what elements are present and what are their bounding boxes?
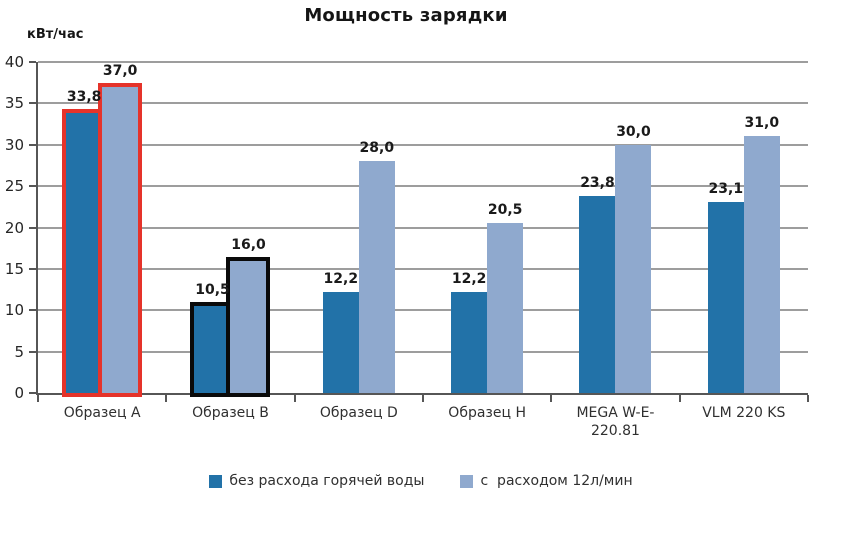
data-label: 10,5 xyxy=(195,282,230,299)
y-tick-label: 20 xyxy=(4,218,24,237)
y-tick-mark xyxy=(29,61,36,63)
data-label: 20,5 xyxy=(487,202,523,219)
legend-item-series2: с расходом 12л/мин xyxy=(460,473,633,489)
gridline xyxy=(38,350,808,353)
x-category-label: Образец D xyxy=(319,405,398,421)
gridline xyxy=(38,102,808,105)
y-tick-label: 5 xyxy=(14,342,24,361)
x-category-label: Образец B xyxy=(192,405,269,421)
gridline xyxy=(38,226,808,229)
data-label: 37,0 xyxy=(102,62,138,79)
gridline xyxy=(38,143,808,146)
x-axis-line xyxy=(36,393,808,395)
gridline xyxy=(38,267,808,270)
y-tick-label: 10 xyxy=(4,301,24,320)
x-tick-mark xyxy=(37,395,39,402)
y-tick-label: 0 xyxy=(14,384,24,402)
bar-series2: 20,5 xyxy=(487,202,524,393)
y-tick-mark xyxy=(29,185,36,188)
x-tick-mark xyxy=(550,395,553,402)
data-label: 33,8 xyxy=(66,89,102,106)
bar-group: 10,5 16,0 xyxy=(166,62,294,397)
y-axis-unit-label: кВт/час xyxy=(27,27,84,42)
y-tick-mark xyxy=(29,392,36,394)
y-tick-mark xyxy=(29,102,36,105)
data-label: 31,0 xyxy=(744,115,780,132)
bar-series1: 12,2 xyxy=(451,271,488,393)
x-category-label: VLM 220 KS xyxy=(702,405,786,421)
x-category-label: Образец A xyxy=(63,405,141,421)
data-label: 23,8 xyxy=(580,175,615,192)
bar-series1: 23,8 xyxy=(579,175,616,393)
bar-groups-container: 33,8 37,0 10,5 16,0 12,2 28,0 12,2 20,5 23,8 30,0… xyxy=(38,62,808,397)
x-category-labels: Образец A Образец B Образец D Образец H MEGA… xyxy=(38,404,808,440)
bar-series1: 23,1 xyxy=(707,181,744,393)
x-tick-mark xyxy=(165,395,168,402)
bar-group: 12,2 20,5 xyxy=(423,62,551,393)
y-tick-label: 40 xyxy=(4,53,24,71)
bar-series1: 12,2 xyxy=(322,271,359,393)
data-label: 28,0 xyxy=(359,140,395,157)
bar-group: 23,8 30,0 xyxy=(551,62,679,393)
y-tick-mark xyxy=(29,309,36,312)
y-tick-label: 30 xyxy=(4,135,24,154)
y-tick-mark xyxy=(29,267,36,270)
legend-label-series1: без расхода горячей воды xyxy=(229,473,425,489)
gridline xyxy=(38,185,808,188)
gridline xyxy=(38,61,808,63)
y-tick-label: 35 xyxy=(4,94,24,113)
bar-series2: 30,0 xyxy=(615,124,652,393)
y-tick-label: 15 xyxy=(4,259,24,278)
x-tick-mark xyxy=(422,395,424,402)
y-tick-label: 25 xyxy=(4,177,24,196)
y-tick-mark xyxy=(29,350,36,353)
y-tick-mark xyxy=(29,226,36,229)
series1-swatch-icon xyxy=(209,474,223,488)
legend: без расхода горячей воды с расходом 12л/… xyxy=(0,473,842,489)
data-label: 12,2 xyxy=(451,271,487,288)
gridline xyxy=(38,309,808,312)
chart-title: Мощность зарядки xyxy=(304,5,508,26)
legend-label-series2: с расходом 12л/мин xyxy=(480,473,633,489)
bar-series2: 28,0 xyxy=(358,140,395,393)
x-tick-mark xyxy=(293,395,296,402)
x-tick-mark xyxy=(807,395,809,402)
x-tick-mark xyxy=(678,395,681,402)
bar-group: 23,1 31,0 xyxy=(680,62,808,393)
x-category-label: Образец H xyxy=(448,405,526,421)
legend-item-series1: без расхода горячей воды xyxy=(209,473,424,489)
bar-series2: 16,0 xyxy=(226,237,271,397)
series2-swatch-icon xyxy=(460,474,474,488)
data-label: 16,0 xyxy=(231,236,266,253)
x-category-label: MEGA W-E-220.81 xyxy=(576,405,655,440)
bar-group: 33,8 37,0 xyxy=(38,62,166,397)
plot-area: 0 5 10 15 20 25 30 35 40 33,8 37,0 10,5 16,0 12,2 28,… xyxy=(5,53,809,402)
bar-series2: 31,0 xyxy=(743,115,780,393)
y-tick-mark xyxy=(29,143,36,146)
bar-group: 12,2 28,0 xyxy=(295,62,423,393)
bar-series2: 37,0 xyxy=(98,63,143,397)
y-axis-line xyxy=(36,62,38,395)
data-label: 23,1 xyxy=(708,180,744,197)
data-label: 12,2 xyxy=(323,271,359,288)
data-label: 30,0 xyxy=(616,123,651,140)
